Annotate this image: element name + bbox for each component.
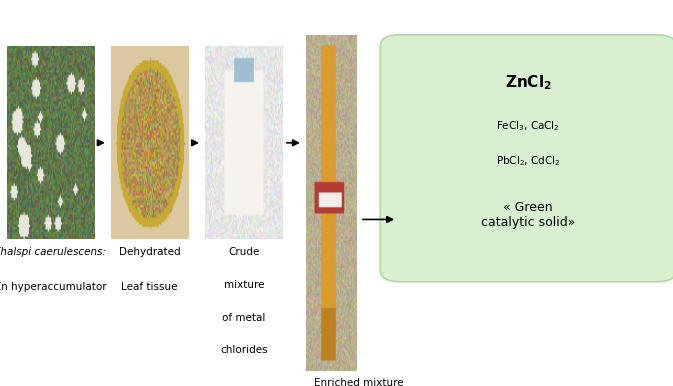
Text: Leaf tissue: Leaf tissue bbox=[122, 282, 178, 292]
Text: « Green
catalytic solid»: « Green catalytic solid» bbox=[481, 201, 575, 229]
Text: Thalspi caerulescens:: Thalspi caerulescens: bbox=[0, 247, 106, 257]
Text: PbCl$_2$, CdCl$_2$: PbCl$_2$, CdCl$_2$ bbox=[496, 154, 561, 168]
Text: Dehydrated: Dehydrated bbox=[119, 247, 180, 257]
Text: Zn hyperaccumulator: Zn hyperaccumulator bbox=[0, 282, 107, 292]
Text: of metal: of metal bbox=[222, 313, 266, 323]
Text: chlorides: chlorides bbox=[220, 345, 268, 356]
Text: $\bf{ZnCl_2}$: $\bf{ZnCl_2}$ bbox=[505, 73, 552, 92]
Text: FeCl$_3$, CaCl$_2$: FeCl$_3$, CaCl$_2$ bbox=[497, 120, 560, 134]
Text: Enriched mixture: Enriched mixture bbox=[314, 378, 403, 386]
Text: Crude: Crude bbox=[228, 247, 260, 257]
Text: mixture: mixture bbox=[223, 280, 264, 290]
FancyBboxPatch shape bbox=[380, 35, 673, 282]
